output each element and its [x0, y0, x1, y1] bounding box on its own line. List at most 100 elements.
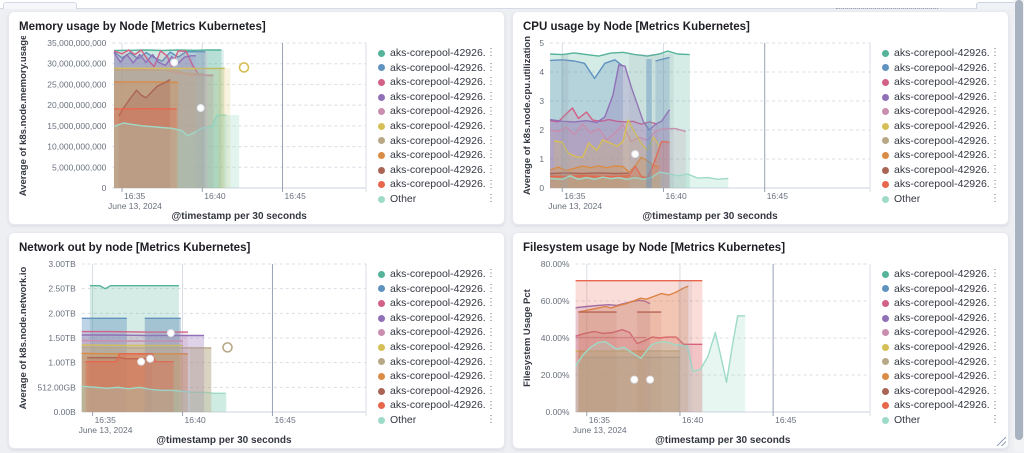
legend-item-menu-icon[interactable]: ⋮ [486, 386, 496, 396]
legend-item-other[interactable]: Other⋮ [378, 413, 496, 428]
legend-item-other[interactable]: Other⋮ [378, 192, 496, 207]
legend-item-node[interactable]: aks-corepool-42926...⋮ [882, 134, 1000, 149]
legend-item-menu-icon[interactable]: ⋮ [990, 415, 1000, 425]
legend-item-node[interactable]: aks-corepool-42926...⋮ [882, 325, 1000, 340]
legend-item-node[interactable]: aks-corepool-42926...⋮ [378, 61, 496, 76]
legend-item-menu-icon[interactable]: ⋮ [990, 92, 1000, 102]
panel-resize-handle[interactable] [997, 437, 1006, 446]
legend-item-menu-icon[interactable]: ⋮ [990, 357, 1000, 367]
legend-item-node[interactable]: aks-corepool-42926...⋮ [882, 61, 1000, 76]
legend-item-node[interactable]: aks-corepool-42926...⋮ [378, 296, 496, 311]
legend-item-menu-icon[interactable]: ⋮ [486, 63, 496, 73]
chart-canvas[interactable]: 05,000,000,00010,000,000,00015,000,000,0… [17, 36, 372, 222]
legend-item-node[interactable]: aks-corepool-42926...⋮ [882, 355, 1000, 370]
legend-item-node[interactable]: aks-corepool-42926...⋮ [378, 104, 496, 119]
legend-item-menu-icon[interactable]: ⋮ [486, 150, 496, 160]
legend-item-menu-icon[interactable]: ⋮ [990, 121, 1000, 131]
legend-item-menu-icon[interactable]: ⋮ [486, 298, 496, 308]
legend-item-menu-icon[interactable]: ⋮ [990, 371, 1000, 381]
legend-item-node[interactable]: aks-corepool-42926...⋮ [882, 398, 1000, 413]
legend-item-node[interactable]: aks-corepool-42926...⋮ [882, 148, 1000, 163]
legend-item-node[interactable]: aks-corepool-42926...⋮ [378, 325, 496, 340]
legend-item-menu-icon[interactable]: ⋮ [486, 371, 496, 381]
legend-item-node[interactable]: aks-corepool-42926...⋮ [378, 340, 496, 355]
legend-item-node[interactable]: aks-corepool-42926...⋮ [378, 134, 496, 149]
legend-item-node[interactable]: aks-corepool-42926...⋮ [882, 163, 1000, 178]
legend-item-menu-icon[interactable]: ⋮ [990, 180, 1000, 190]
legend-item-node[interactable]: aks-corepool-42926...⋮ [378, 148, 496, 163]
legend-item-node[interactable]: aks-corepool-42926...⋮ [378, 398, 496, 413]
legend-item-node[interactable]: aks-corepool-42926...⋮ [378, 119, 496, 134]
legend-item-other[interactable]: Other⋮ [882, 413, 1000, 428]
legend-item-menu-icon[interactable]: ⋮ [486, 48, 496, 58]
legend-item-menu-icon[interactable]: ⋮ [990, 313, 1000, 323]
legend-item-node[interactable]: aks-corepool-42926...⋮ [882, 104, 1000, 119]
legend-item-menu-icon[interactable]: ⋮ [486, 107, 496, 117]
legend-item-node[interactable]: aks-corepool-42926...⋮ [378, 177, 496, 192]
legend-item-menu-icon[interactable]: ⋮ [486, 136, 496, 146]
legend-item-menu-icon[interactable]: ⋮ [990, 194, 1000, 204]
legend-item-menu-icon[interactable]: ⋮ [990, 136, 1000, 146]
legend-item-menu-icon[interactable]: ⋮ [990, 48, 1000, 58]
legend-item-menu-icon[interactable]: ⋮ [990, 269, 1000, 279]
legend-item-node[interactable]: aks-corepool-42926...⋮ [882, 384, 1000, 399]
panel-title[interactable]: Network out by node [Metrics Kubernetes] [9, 233, 504, 255]
legend-item-menu-icon[interactable]: ⋮ [990, 401, 1000, 411]
legend-item-menu-icon[interactable]: ⋮ [990, 328, 1000, 338]
legend-item-menu-icon[interactable]: ⋮ [486, 415, 496, 425]
legend-item-node[interactable]: aks-corepool-42926...⋮ [882, 177, 1000, 192]
legend-item-node[interactable]: aks-corepool-42926...⋮ [378, 46, 496, 61]
legend-item-node[interactable]: aks-corepool-42926...⋮ [882, 340, 1000, 355]
legend-item-menu-icon[interactable]: ⋮ [990, 386, 1000, 396]
legend-item-menu-icon[interactable]: ⋮ [486, 284, 496, 294]
legend-item-menu-icon[interactable]: ⋮ [486, 77, 496, 87]
panel-title[interactable]: CPU usage by Node [Metrics Kubernetes] [513, 12, 1008, 34]
legend-item-menu-icon[interactable]: ⋮ [990, 150, 1000, 160]
panel-title[interactable]: Memory usage by Node [Metrics Kubernetes… [9, 12, 504, 34]
legend-item-node[interactable]: aks-corepool-42926...⋮ [378, 369, 496, 384]
chart-canvas[interactable]: 0.00B512.00GB1.00TB1.50TB2.00TB2.50TB3.0… [17, 257, 372, 446]
legend-item-node[interactable]: aks-corepool-42926...⋮ [882, 282, 1000, 297]
legend-item-menu-icon[interactable]: ⋮ [486, 92, 496, 102]
legend-item-menu-icon[interactable]: ⋮ [486, 357, 496, 367]
legend-item-node[interactable]: aks-corepool-42926...⋮ [378, 355, 496, 370]
legend-item-node[interactable]: aks-corepool-42926...⋮ [378, 163, 496, 178]
legend-item-menu-icon[interactable]: ⋮ [486, 194, 496, 204]
page-scrollbar[interactable] [1014, 0, 1024, 452]
legend-item-menu-icon[interactable]: ⋮ [990, 165, 1000, 175]
legend-item-menu-icon[interactable]: ⋮ [990, 298, 1000, 308]
legend-item-menu-icon[interactable]: ⋮ [990, 107, 1000, 117]
legend-item-node[interactable]: aks-corepool-42926...⋮ [882, 90, 1000, 105]
legend-item-other[interactable]: Other⋮ [882, 192, 1000, 207]
legend-item-menu-icon[interactable]: ⋮ [486, 269, 496, 279]
legend-item-menu-icon[interactable]: ⋮ [990, 63, 1000, 73]
legend-item-menu-icon[interactable]: ⋮ [486, 328, 496, 338]
scrollbar-thumb[interactable] [1015, 0, 1023, 440]
legend-item-menu-icon[interactable]: ⋮ [486, 401, 496, 411]
legend-item-node[interactable]: aks-corepool-42926...⋮ [378, 267, 496, 282]
legend-item-menu-icon[interactable]: ⋮ [990, 284, 1000, 294]
legend-item-node[interactable]: aks-corepool-42926...⋮ [378, 311, 496, 326]
legend-item-menu-icon[interactable]: ⋮ [990, 342, 1000, 352]
legend-item-node[interactable]: aks-corepool-42926...⋮ [882, 75, 1000, 90]
legend-item-node[interactable]: aks-corepool-42926...⋮ [882, 46, 1000, 61]
legend-item-menu-icon[interactable]: ⋮ [486, 165, 496, 175]
legend-item-node[interactable]: aks-corepool-42926...⋮ [378, 75, 496, 90]
legend-item-menu-icon[interactable]: ⋮ [990, 77, 1000, 87]
panel-title[interactable]: Filesystem usage by Node [Metrics Kubern… [513, 233, 1008, 255]
legend-item-menu-icon[interactable]: ⋮ [486, 342, 496, 352]
legend-item-node[interactable]: aks-corepool-42926...⋮ [882, 119, 1000, 134]
legend-item-menu-icon[interactable]: ⋮ [486, 180, 496, 190]
legend-item-node[interactable]: aks-corepool-42926...⋮ [882, 296, 1000, 311]
legend-item-node[interactable]: aks-corepool-42926...⋮ [378, 282, 496, 297]
legend-item-node[interactable]: aks-corepool-42926...⋮ [882, 311, 1000, 326]
legend-item-menu-icon[interactable]: ⋮ [486, 121, 496, 131]
legend-item-node[interactable]: aks-corepool-42926...⋮ [378, 384, 496, 399]
legend-item-node[interactable]: aks-corepool-42926...⋮ [882, 369, 1000, 384]
